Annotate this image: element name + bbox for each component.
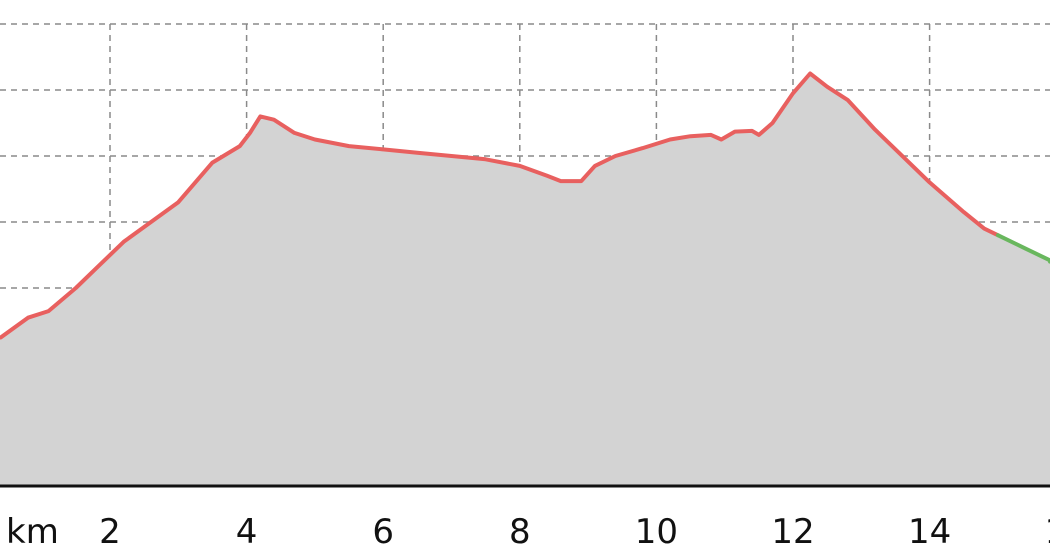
x-tick-label: 4 [236, 512, 258, 552]
elevation-fill [0, 73, 1050, 486]
x-tick-label: 10 [635, 512, 678, 552]
x-axis-unit-label: km [6, 512, 59, 552]
x-axis-tick-labels: 2 4 6 8 10 12 14 16 [99, 512, 1050, 552]
x-tick-label: 16 [1045, 512, 1050, 552]
x-tick-label: 2 [99, 512, 121, 552]
elevation-lines [0, 71, 1050, 340]
x-tick-label: 8 [509, 512, 531, 552]
x-tick-label: 12 [771, 512, 814, 552]
x-tick-label: 14 [908, 512, 951, 552]
elevation-line-segment [0, 71, 1000, 340]
x-tick-label: 6 [372, 512, 394, 552]
elevation-line-segment [995, 233, 1050, 264]
elevation-area [0, 73, 1050, 486]
